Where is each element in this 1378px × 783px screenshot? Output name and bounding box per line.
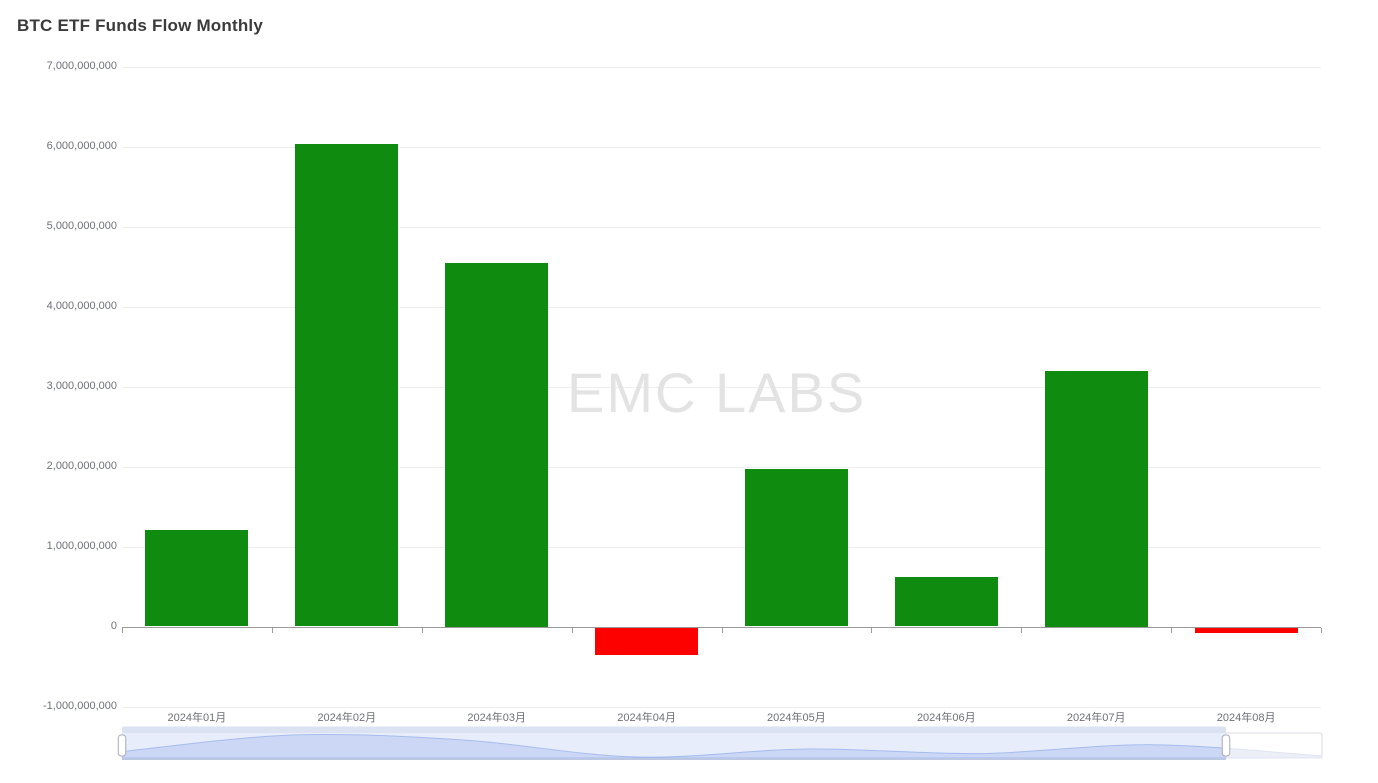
- y-axis-tick-label: 2,000,000,000: [46, 460, 117, 472]
- bar-2024年04月[interactable]: [595, 626, 699, 656]
- bar-2024年07月[interactable]: [1044, 370, 1148, 627]
- y-axis-tick-label: -1,000,000,000: [42, 700, 117, 712]
- datazoom-slider[interactable]: [114, 724, 1330, 766]
- chart-title: BTC ETF Funds Flow Monthly: [17, 16, 263, 35]
- bar-2024年01月[interactable]: [145, 529, 249, 627]
- x-axis-tick: [1171, 627, 1173, 633]
- y-axis-tick-label: 1,000,000,000: [46, 540, 117, 552]
- gridline: [122, 306, 1321, 308]
- bar-2024年02月[interactable]: [295, 144, 399, 627]
- x-axis-label: 2024年07月: [1066, 712, 1126, 724]
- y-axis-tick-label: 3,000,000,000: [46, 380, 117, 392]
- x-axis-tick: [871, 627, 873, 633]
- slider-left-handle[interactable]: [117, 734, 127, 757]
- gridline: [122, 226, 1321, 228]
- gridline: [122, 66, 1321, 68]
- bar-2024年05月[interactable]: [744, 468, 848, 627]
- slider-selected-window[interactable]: [122, 733, 1322, 759]
- x-axis-label: 2024年08月: [1216, 712, 1276, 724]
- watermark-text: EMC LABS: [567, 361, 867, 424]
- bar-2024年06月[interactable]: [894, 576, 998, 627]
- slider-data-shadow: [122, 733, 1226, 759]
- x-axis-label: 2024年01月: [167, 712, 227, 724]
- x-axis-label: 2024年06月: [916, 712, 976, 724]
- gridline: [122, 146, 1321, 148]
- x-axis-line: [122, 626, 1321, 628]
- gridline: [122, 466, 1321, 468]
- x-axis-tick: [1321, 627, 1322, 633]
- slider-move-handle[interactable]: [122, 726, 1226, 734]
- x-axis-label: 2024年03月: [467, 712, 527, 724]
- slider-right-handle[interactable]: [1221, 734, 1231, 757]
- gridline: [122, 546, 1321, 548]
- y-axis-tick-label: 5,000,000,000: [46, 220, 117, 232]
- x-axis-tick: [1021, 627, 1023, 633]
- y-axis-tick-label: 6,000,000,000: [46, 140, 117, 152]
- slider-selected-underline: [122, 758, 1226, 760]
- x-axis-tick: [271, 627, 273, 633]
- x-axis-tick: [421, 627, 423, 633]
- gridline: [122, 386, 1321, 388]
- y-axis-tick-label: 0: [110, 620, 117, 632]
- bar-2024年08月[interactable]: [1194, 626, 1298, 633]
- x-axis-label: 2024年05月: [767, 712, 826, 724]
- x-axis-tick: [571, 627, 573, 633]
- x-axis-label: 2024年04月: [617, 712, 676, 724]
- y-axis-tick-label: 4,000,000,000: [46, 300, 117, 312]
- bar-2024年03月[interactable]: [445, 262, 549, 627]
- y-axis-tick-label: 7,000,000,000: [46, 60, 117, 72]
- gridline: [122, 706, 1321, 708]
- x-axis-tick: [122, 627, 123, 633]
- x-axis-tick: [721, 627, 723, 633]
- x-axis-label: 2024年02月: [317, 712, 377, 724]
